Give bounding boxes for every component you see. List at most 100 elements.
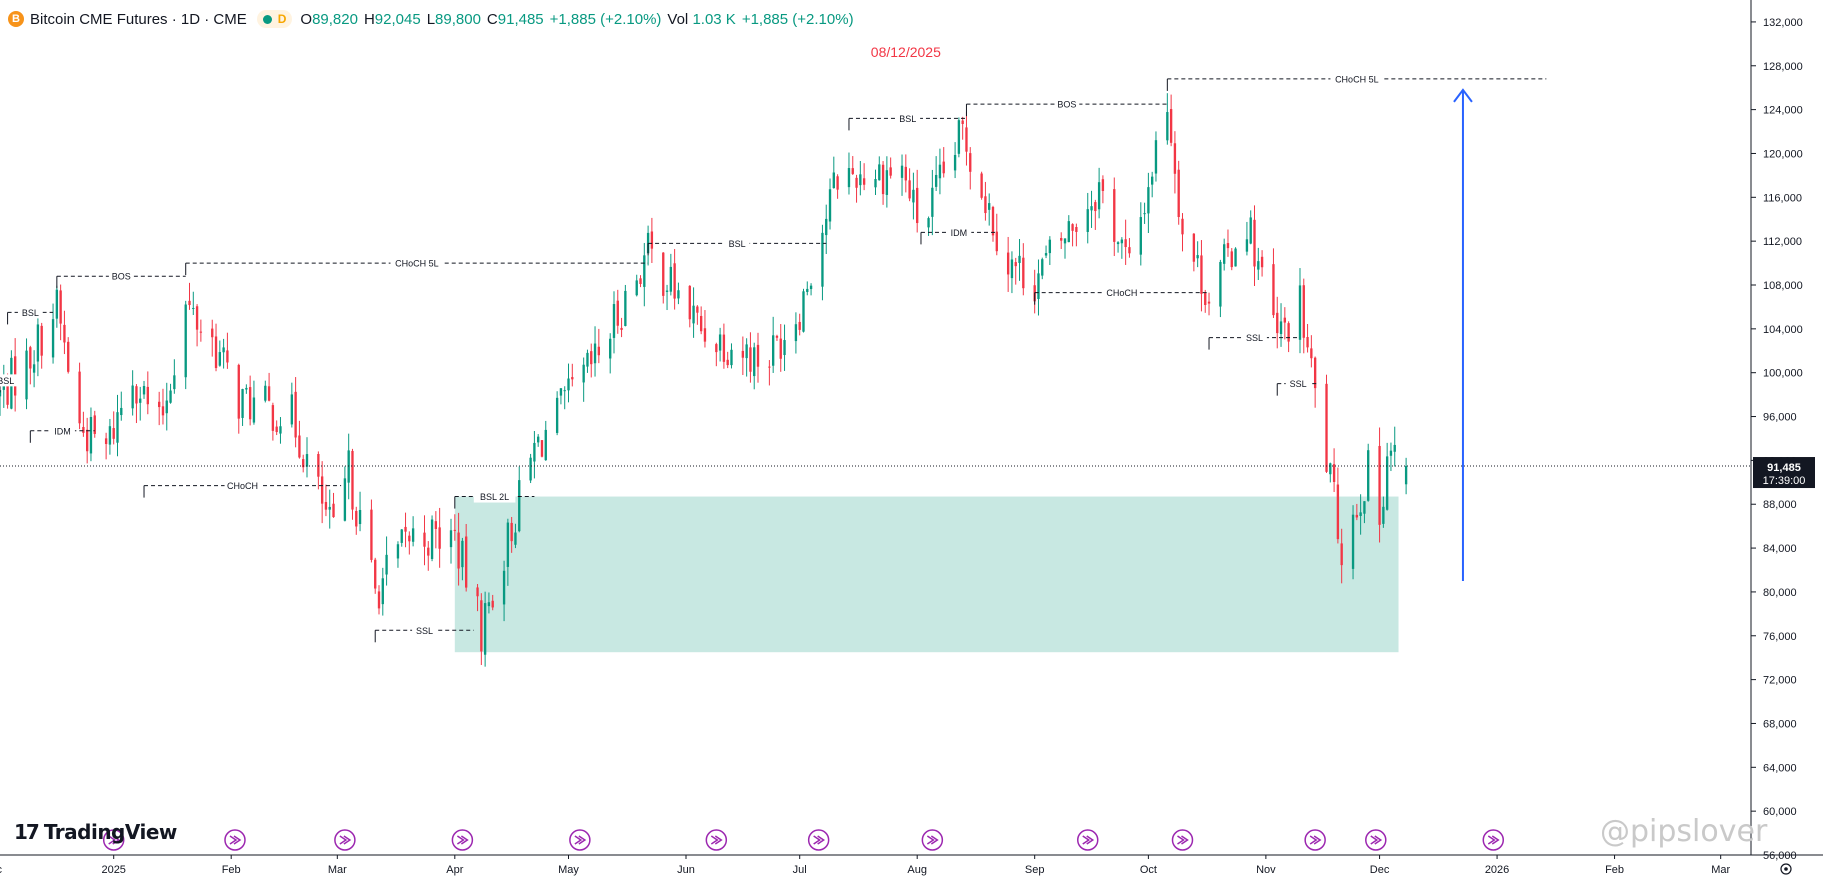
candle-body [741, 350, 745, 358]
structure-level-label: CHoCH 5L [1335, 74, 1379, 84]
candle-body [1223, 244, 1226, 264]
level-label-bg [1242, 331, 1267, 344]
candle-body [510, 522, 513, 542]
level-label-bg [224, 479, 261, 492]
candle-body [1018, 255, 1021, 263]
candle-body [355, 510, 358, 527]
candle-body [938, 164, 942, 179]
candle-body [370, 509, 373, 560]
time-tick-label: 2026 [1485, 864, 1509, 876]
time-tick-label: Feb [222, 864, 241, 876]
price-tick-label: 80,000 [1763, 587, 1797, 599]
candle-body [1060, 238, 1063, 241]
candle-body [1351, 514, 1355, 569]
candle-body [1393, 444, 1396, 452]
candle-body [0, 390, 2, 397]
candle-body [851, 168, 854, 174]
time-tick-label: 2025 [101, 864, 125, 876]
level-label-bg [1054, 98, 1080, 111]
tradingview-logo[interactable]: 17 TradingView [14, 820, 177, 844]
price-tick-label: 128,000 [1763, 61, 1803, 73]
time-tick-label: May [558, 864, 579, 876]
candle-body [908, 180, 911, 199]
current-price-badge [1753, 457, 1815, 489]
candle-body [639, 278, 642, 284]
candle-body [1355, 514, 1359, 518]
gear-icon[interactable] [1780, 863, 1792, 875]
price-tick-label: 112,000 [1763, 236, 1802, 248]
candle-body [559, 388, 563, 396]
candle-body [1147, 187, 1150, 214]
candle-body [635, 280, 638, 296]
gear-icon-center [1784, 867, 1788, 871]
candle-body [169, 390, 172, 403]
structure-level-label: BSL [729, 239, 746, 249]
low-label: L [426, 10, 436, 28]
event-marker-glyph [1177, 835, 1189, 845]
candle-body [567, 378, 570, 391]
candle-body [89, 416, 93, 454]
candle-body [112, 428, 115, 439]
candle-body [662, 252, 665, 296]
candle-body [821, 232, 824, 287]
candle-body [36, 324, 40, 362]
candle-body [358, 510, 362, 525]
candle-body [377, 591, 381, 609]
candle-body [1329, 463, 1332, 475]
price-tick-label: 100,000 [1763, 368, 1803, 380]
time-tick-label: Oct [1140, 864, 1157, 876]
candle-body [222, 347, 225, 353]
candle-body [423, 532, 426, 547]
time-tick-label: Sep [1025, 864, 1045, 876]
candle-body [214, 336, 218, 369]
candle-body [188, 300, 191, 306]
candle-body [1010, 259, 1014, 279]
candle-body [699, 315, 703, 332]
current-price-value: 91,485 [1767, 462, 1801, 474]
structure-level-label: BSL [22, 308, 39, 318]
symbol-title[interactable]: Bitcoin CME Futures · 1D · CME [30, 10, 247, 28]
candle-body [809, 285, 813, 290]
candle-body [1094, 202, 1097, 212]
candle-body [718, 334, 722, 351]
candle-body [1150, 176, 1154, 185]
structure-level-label: IDM [951, 228, 968, 238]
candle-body [859, 174, 862, 186]
level-label-bg [1330, 72, 1384, 85]
candle-body [1143, 213, 1146, 215]
candle-body [590, 351, 593, 365]
candle-body [904, 166, 907, 181]
candle-body [862, 178, 866, 185]
candle-body [745, 344, 748, 359]
candle-body [995, 231, 998, 252]
candle-body [461, 540, 464, 568]
candle-body [669, 266, 673, 292]
candle-body [980, 173, 983, 198]
candle-body [294, 391, 297, 438]
price-tick-label: 120,000 [1763, 148, 1803, 160]
market-status-badge[interactable]: D [256, 10, 293, 28]
candle-body [487, 602, 491, 607]
candle-body [85, 429, 89, 452]
time-tick-label: Mar [328, 864, 347, 876]
high-label: H [363, 10, 375, 28]
candle-body [374, 559, 377, 589]
candle-body [385, 554, 388, 575]
candle-body [885, 170, 889, 195]
candle-body [715, 344, 718, 353]
candle-body [328, 506, 331, 510]
candle-body [1359, 512, 1362, 517]
candle-body [78, 371, 81, 424]
candle-body [563, 390, 566, 392]
structure-level-label: CHoCH [227, 481, 258, 491]
candle-body [226, 350, 229, 363]
candle-body [63, 324, 66, 343]
candle-body [1006, 252, 1010, 275]
open-value: 89,820 [312, 10, 358, 28]
candle-body [93, 415, 96, 434]
candle-body [1204, 292, 1207, 305]
candle-body [912, 189, 915, 203]
candle-body [1404, 466, 1408, 485]
candle-body [1120, 239, 1124, 244]
